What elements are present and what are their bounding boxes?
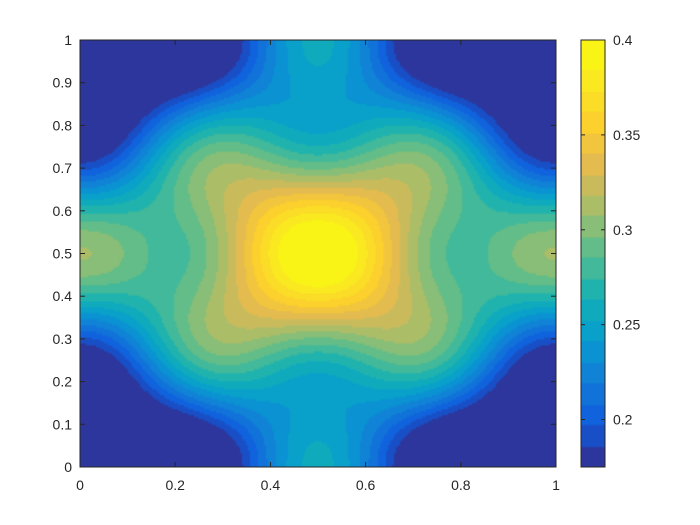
y-tick-label: 0.6: [53, 203, 73, 219]
contour-plot-area: 0 0.2 0.4 0.6 0.8 1 0 0.1 0.2 0.3 0.4 0.5 0.6 0.7 0.8…: [53, 32, 561, 493]
y-tick-label: 1: [64, 32, 72, 48]
y-axis-ticks: 0 0.1 0.2 0.3 0.4 0.5 0.6 0.7 0.8 0.9 1: [53, 32, 556, 475]
colorbar-tick-label: 0.4: [613, 32, 633, 48]
y-tick-label: 0.8: [53, 117, 73, 133]
x-tick-label: 0: [76, 477, 84, 493]
y-tick-label: 0.2: [53, 374, 73, 390]
y-tick-label: 0.4: [53, 288, 73, 304]
y-tick-label: 0.1: [53, 416, 73, 432]
x-tick-label: 1: [552, 477, 560, 493]
y-tick-label: 0.9: [53, 75, 73, 91]
y-tick-label: 0.3: [53, 331, 73, 347]
colorbar-ticks: 0.2 0.25 0.3 0.35 0.4: [581, 32, 640, 428]
y-tick-label: 0: [64, 459, 72, 475]
colorbar-gradient: [581, 40, 605, 467]
colorbar-tick-label: 0.2: [613, 412, 633, 428]
x-tick-label: 0.8: [451, 477, 471, 493]
x-tick-label: 0.2: [165, 477, 185, 493]
contour-fill: [80, 40, 556, 467]
x-tick-label: 0.6: [356, 477, 376, 493]
y-tick-label: 0.7: [53, 160, 73, 176]
x-axis-ticks: 0 0.2 0.4 0.6 0.8 1: [76, 40, 560, 493]
colorbar-tick-label: 0.3: [613, 222, 633, 238]
y-tick-label: 0.5: [53, 246, 73, 262]
x-tick-label: 0.4: [261, 477, 281, 493]
colorbar-tick-label: 0.35: [613, 127, 640, 143]
colorbar-tick-label: 0.25: [613, 317, 640, 333]
colorbar-box: [580, 39, 606, 468]
colorbar: 0.2 0.25 0.3 0.35 0.4: [580, 32, 640, 468]
